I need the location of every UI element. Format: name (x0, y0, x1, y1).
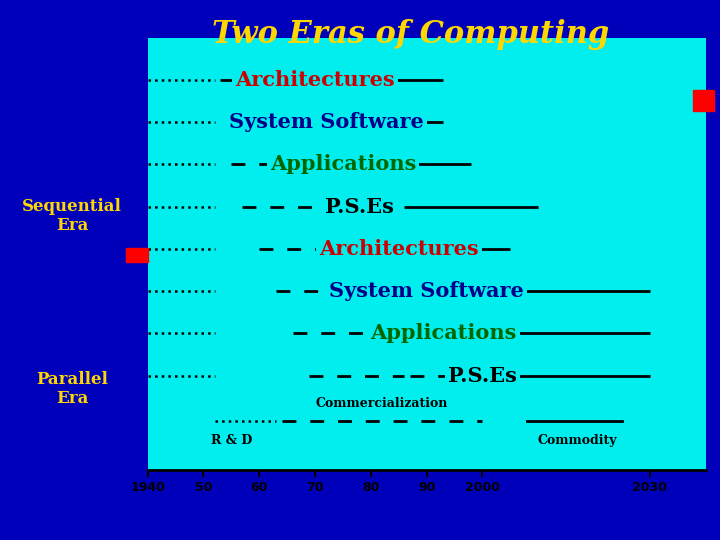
Text: Applications: Applications (270, 154, 416, 174)
Text: P.S.Es: P.S.Es (448, 366, 517, 386)
Text: Architectures: Architectures (319, 239, 479, 259)
Text: System Software: System Software (329, 281, 524, 301)
Text: R & D: R & D (211, 434, 252, 447)
Text: Commercialization: Commercialization (316, 397, 448, 410)
Text: Sequential
Era: Sequential Era (22, 198, 122, 234)
Text: Two Eras of Computing: Two Eras of Computing (212, 19, 609, 50)
Text: Commodity: Commodity (538, 434, 617, 447)
Text: Applications: Applications (370, 323, 516, 343)
Text: Parallel
Era: Parallel Era (36, 370, 108, 407)
Text: System Software: System Software (229, 112, 423, 132)
Text: Architectures: Architectures (235, 70, 395, 90)
Text: P.S.Es: P.S.Es (325, 197, 394, 217)
